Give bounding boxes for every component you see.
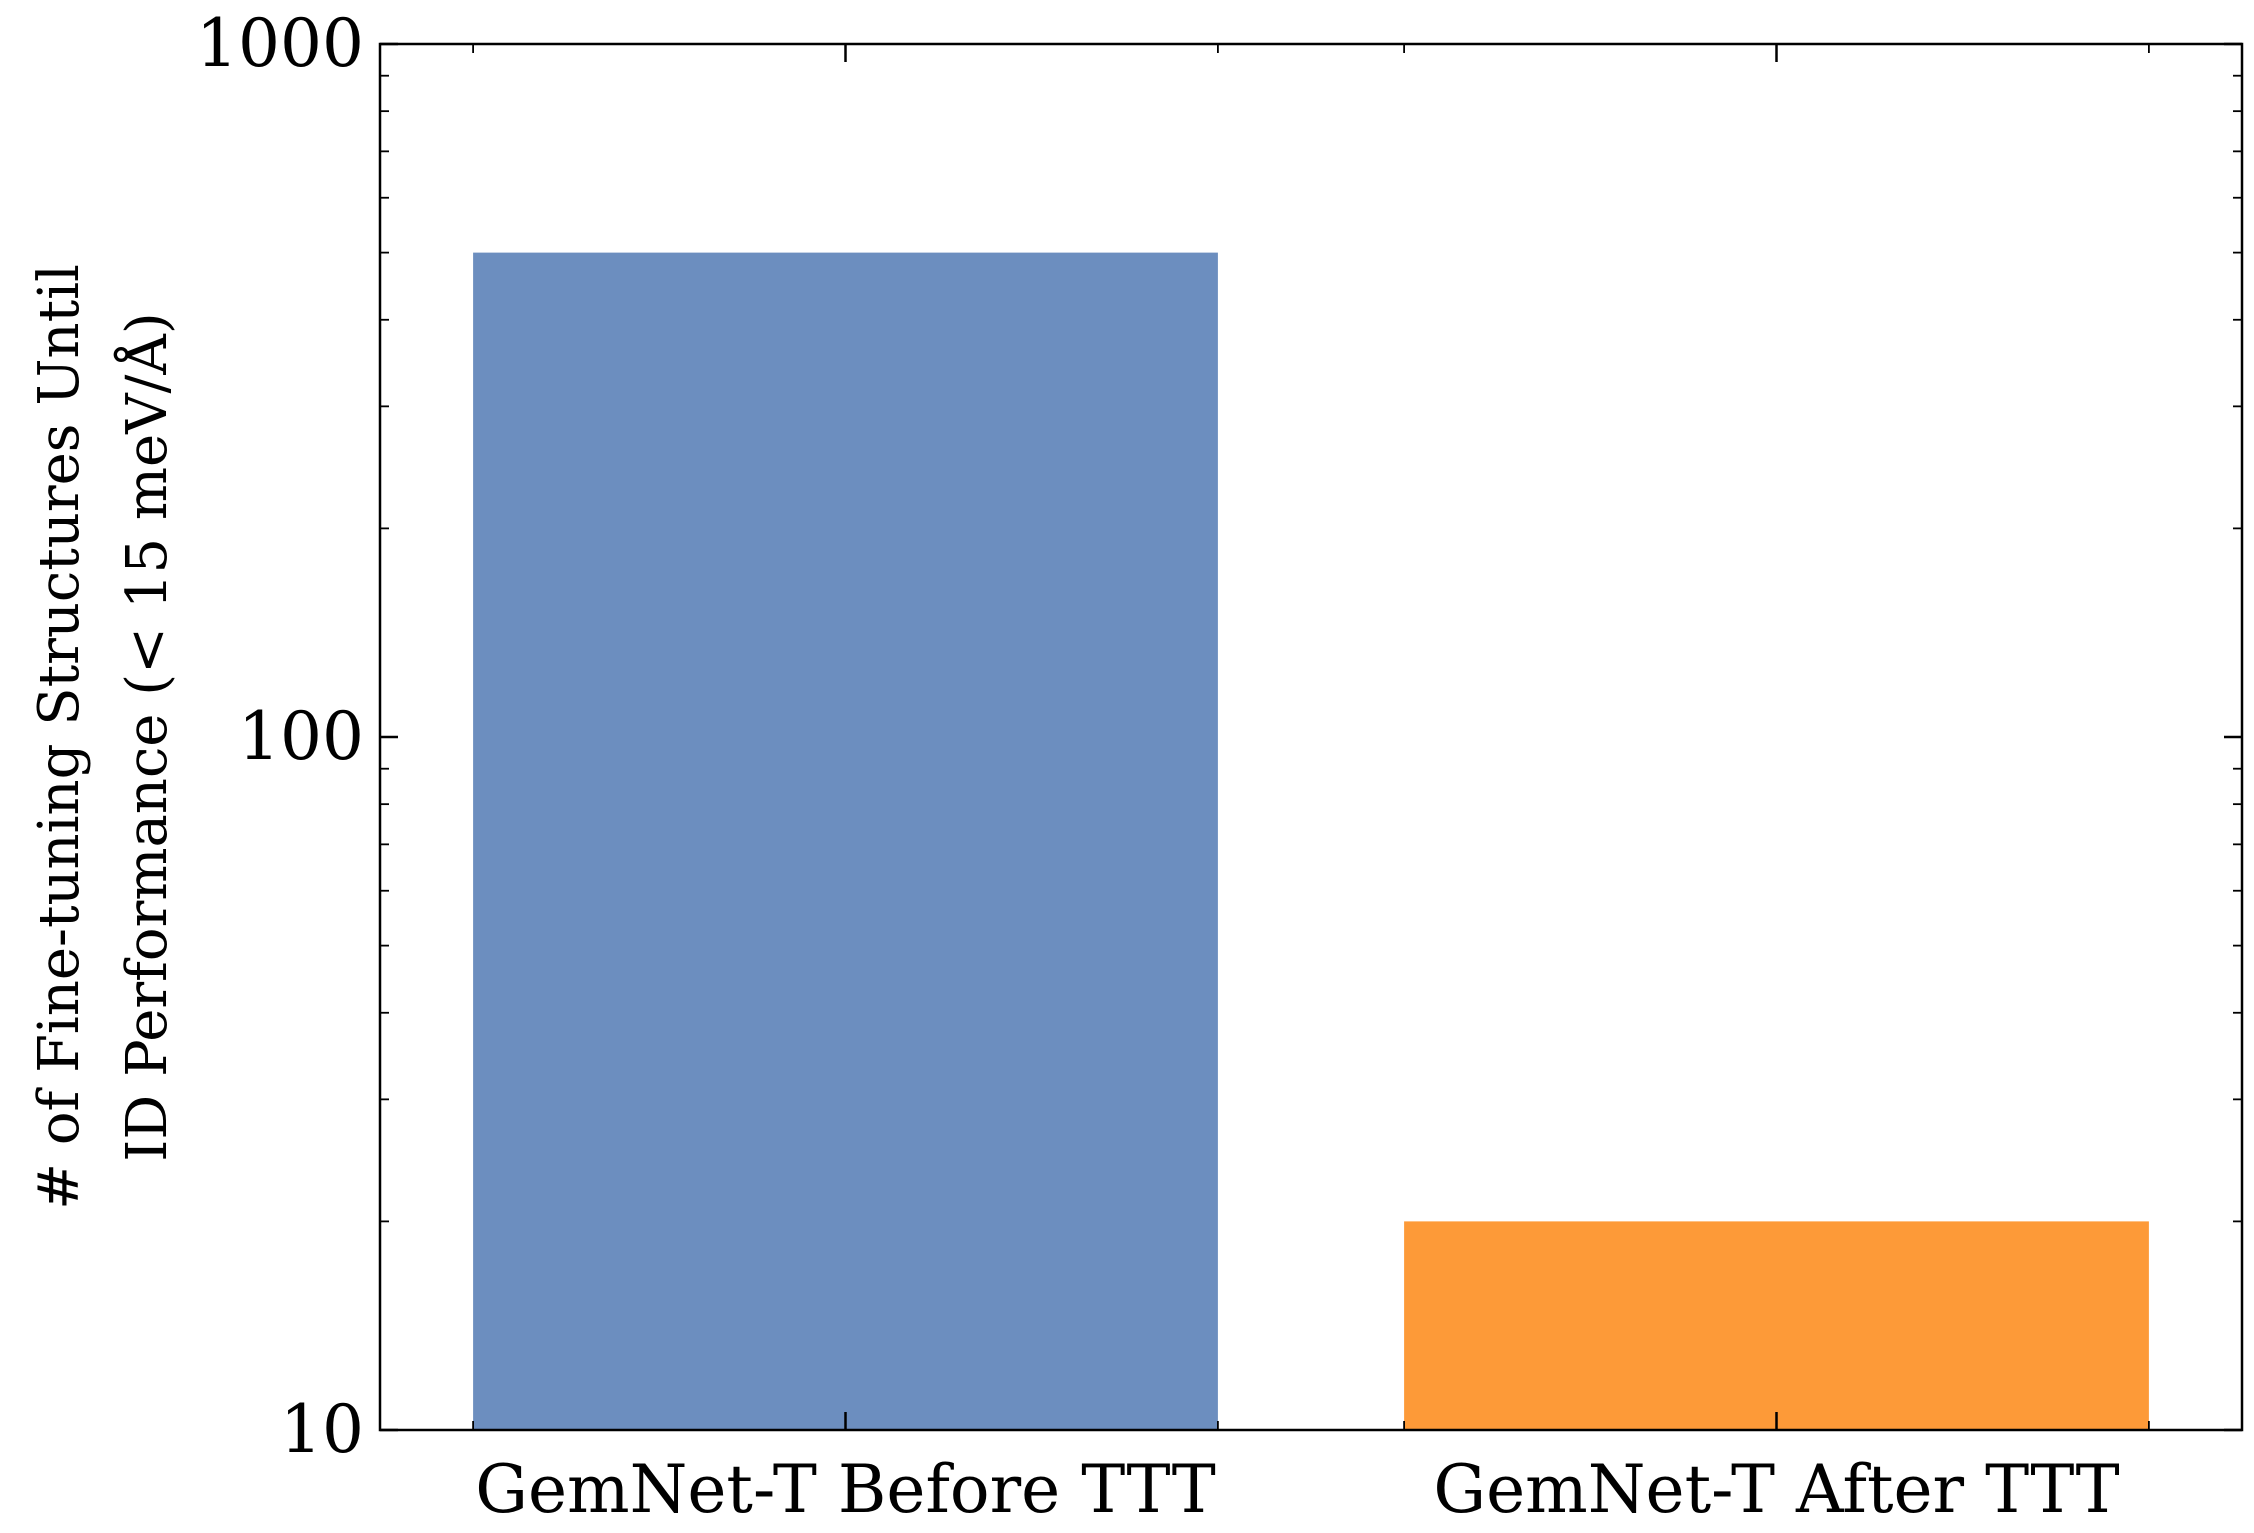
y-axis-label-line-2: ID Performance (< 15 meV/Å) xyxy=(113,312,180,1161)
bars-group xyxy=(473,252,2149,1431)
y-tick-label: 1000 xyxy=(196,5,364,82)
y-tick-labels: 10 100 1000 xyxy=(196,5,364,1468)
bar-1 xyxy=(473,252,1218,1431)
x-tick-labels: GemNet-T Before TTT GemNet-T After TTT xyxy=(475,1451,2119,1528)
minor-ticks-group xyxy=(380,44,2242,1430)
x-tick-label: GemNet-T After TTT xyxy=(1433,1451,2119,1528)
plot-frame xyxy=(378,42,2244,1432)
x-tick-label: GemNet-T Before TTT xyxy=(475,1451,1215,1528)
y-axis-label-line-1: # of Fine-tuning Structures Until xyxy=(27,264,92,1210)
y-tick-label: 100 xyxy=(238,698,364,775)
bar-2 xyxy=(1404,1221,2149,1430)
y-tick-label: 10 xyxy=(280,1391,364,1468)
